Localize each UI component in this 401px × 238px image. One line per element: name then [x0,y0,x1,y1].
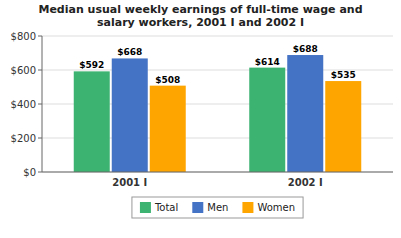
data-labels: $592 $668 $508 $614 $688 $535 [79,44,356,85]
bars [74,55,362,172]
data-label: $688 [293,44,318,54]
bar [112,58,148,172]
legend-label: Men [207,202,228,213]
legend-swatch [242,202,253,213]
title-line: salary workers, 2001 I and 2002 I [97,16,304,29]
legend-box [132,197,303,218]
category-label: 2001 I [112,177,147,188]
data-label: $535 [331,70,356,80]
legend-label: Total [154,202,178,213]
data-label: $668 [117,47,142,57]
tick-mark [38,104,42,105]
bar [325,81,361,172]
data-label: $592 [79,60,104,70]
legend-swatch [140,202,151,213]
y-axis [42,36,43,172]
legend-swatch [192,202,203,213]
category-label: 2002 I [288,177,323,188]
tick-label: $0 [23,167,36,178]
tick-mark [38,36,42,37]
grid-line [42,36,393,37]
title: Median usual weekly earnings of full-tim… [38,3,362,29]
chart: Median usual weekly earnings of full-tim… [0,0,401,238]
bar [249,68,285,172]
grid-line [42,172,393,173]
bar [74,71,110,172]
tick-mark [38,138,42,139]
data-label: $614 [255,57,280,67]
tick-mark [38,70,42,71]
legend-label: Women [257,202,295,213]
tick-label: $200 [11,133,36,144]
x-axis [42,172,393,173]
bar [287,55,323,172]
tick-label: $600 [11,65,36,76]
title-line: Median usual weekly earnings of full-tim… [38,3,362,16]
tick-mark [38,172,42,173]
tick-label: $400 [11,99,36,110]
bar [150,86,186,172]
data-label: $508 [155,75,180,85]
legend: Total Men Women [132,197,303,218]
tick-label: $800 [11,31,36,42]
